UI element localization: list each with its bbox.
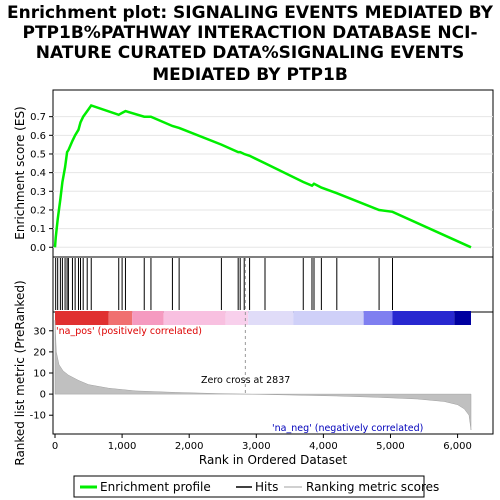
metric-y-ticks: -10 0 10 20 30 bbox=[30, 326, 53, 422]
es-tick-label: 0.4 bbox=[30, 168, 46, 179]
title-line-4: MEDIATED BY PTP1B bbox=[152, 65, 348, 85]
x-tick-label: 3,000 bbox=[242, 441, 271, 452]
plot-title: Enrichment plot: SIGNALING EVENTS MEDIAT… bbox=[7, 3, 494, 85]
metric-tick-label: 30 bbox=[33, 326, 46, 337]
x-axis-label: Rank in Ordered Dataset bbox=[199, 453, 347, 467]
x-tick-label: 1,000 bbox=[108, 441, 137, 452]
x-tick-label: 0 bbox=[52, 441, 58, 452]
title-line-1: Enrichment plot: SIGNALING EVENTS MEDIAT… bbox=[7, 3, 494, 23]
es-y-axis-label: Enrichment score (ES) bbox=[13, 106, 27, 239]
negative-label: 'na_neg' (negatively correlated) bbox=[272, 423, 423, 434]
color-band-segment bbox=[108, 311, 133, 325]
color-band-segment bbox=[132, 311, 164, 325]
rank-color-band bbox=[55, 311, 471, 325]
x-tick-label: 5,000 bbox=[376, 441, 405, 452]
color-band-segment bbox=[293, 311, 364, 325]
ranking-metric-area bbox=[54, 320, 472, 431]
es-tick-label: 0.0 bbox=[30, 243, 46, 254]
es-tick-label: 0.7 bbox=[30, 112, 46, 123]
color-band-segment bbox=[163, 311, 226, 325]
hit-markers bbox=[55, 258, 393, 310]
metric-tick-label: 10 bbox=[33, 369, 46, 380]
es-tick-label: 0.2 bbox=[30, 205, 46, 216]
legend: Enrichment profile Hits Ranking metric s… bbox=[73, 475, 439, 498]
metric-tick-label: -10 bbox=[30, 411, 46, 422]
title-line-3: NATURE CURATED DATA%SIGNALING EVENTS bbox=[36, 43, 465, 63]
zero-cross-label: Zero cross at 2837 bbox=[201, 375, 290, 386]
es-tick-label: 0.3 bbox=[30, 187, 46, 198]
metric-y-axis-label: Ranked list metric (PreRanked) bbox=[13, 280, 27, 465]
es-y-ticks: 0.0 0.1 0.2 0.3 0.4 0.5 0.6 0.7 bbox=[30, 112, 53, 254]
color-band-segment bbox=[392, 311, 455, 325]
es-tick-label: 0.1 bbox=[30, 224, 46, 235]
color-band-segment bbox=[248, 311, 294, 325]
positive-label: 'na_pos' (positively correlated) bbox=[56, 326, 202, 337]
color-band-segment bbox=[363, 311, 393, 325]
legend-enrichment-label: Enrichment profile bbox=[100, 480, 211, 494]
es-tick-label: 0.5 bbox=[30, 149, 46, 160]
es-grid bbox=[53, 116, 493, 248]
x-tick-label: 6,000 bbox=[443, 441, 472, 452]
title-line-2: PTP1B%PATHWAY INTERACTION DATABASE NCI- bbox=[23, 23, 478, 43]
color-band-segment bbox=[55, 311, 109, 325]
color-band-segment bbox=[454, 311, 471, 325]
x-axis-ticks: 0 1,000 2,000 3,000 4,000 5,000 6,000 bbox=[52, 434, 472, 452]
color-band-segment bbox=[225, 311, 249, 325]
x-tick-label: 4,000 bbox=[309, 441, 338, 452]
legend-metric-label: Ranking metric scores bbox=[306, 480, 439, 494]
metric-tick-label: 0 bbox=[40, 390, 46, 401]
es-tick-label: 0.6 bbox=[30, 131, 46, 142]
enrichment-profile-line bbox=[53, 104, 472, 249]
x-tick-label: 2,000 bbox=[175, 441, 204, 452]
legend-hits-label: Hits bbox=[255, 480, 278, 494]
metric-tick-label: 20 bbox=[33, 347, 46, 358]
